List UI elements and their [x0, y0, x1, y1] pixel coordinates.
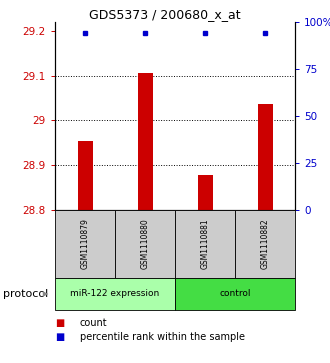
Text: GSM1110882: GSM1110882 — [260, 219, 270, 269]
Text: GSM1110880: GSM1110880 — [141, 219, 149, 269]
Text: percentile rank within the sample: percentile rank within the sample — [80, 332, 245, 342]
Text: count: count — [80, 318, 107, 328]
Bar — [78, 140, 92, 210]
Text: ■: ■ — [55, 318, 64, 328]
Text: GSM1110881: GSM1110881 — [201, 219, 210, 269]
Text: protocol: protocol — [3, 289, 49, 299]
Text: GDS5373 / 200680_x_at: GDS5373 / 200680_x_at — [89, 8, 241, 21]
Bar — [138, 73, 152, 210]
Bar — [257, 104, 273, 210]
Text: GSM1110879: GSM1110879 — [81, 219, 89, 269]
Text: miR-122 expression: miR-122 expression — [70, 290, 160, 298]
Text: control: control — [219, 290, 251, 298]
Text: ■: ■ — [55, 332, 64, 342]
Bar — [197, 175, 213, 210]
